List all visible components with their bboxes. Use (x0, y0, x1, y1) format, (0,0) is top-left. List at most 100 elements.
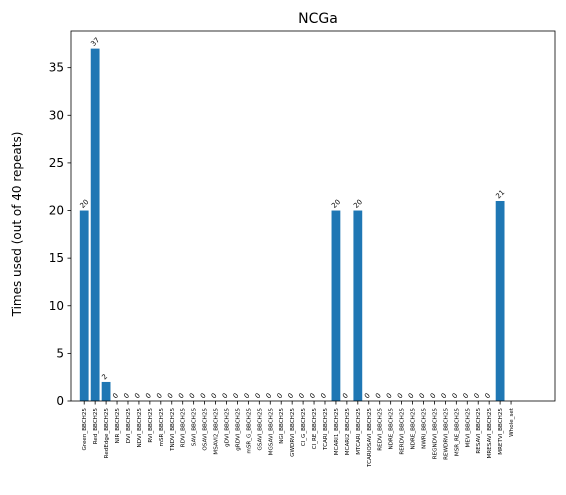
bar-value-label-9: 0 (177, 392, 186, 401)
x-tick-label-26: TCARIOSAVI_BBCH25 (367, 408, 373, 468)
bar-value-label-31: 0 (418, 392, 427, 401)
bar-value-label-4: 0 (122, 392, 131, 401)
x-tick-label-18: NGI_BBCH25 (279, 408, 285, 444)
x-tick-label-15: mSR_G_BBCH25 (246, 408, 252, 454)
bar-value-label-5: 0 (133, 392, 142, 401)
bar-value-label-16: 0 (254, 392, 263, 401)
bar-value-label-11: 0 (199, 392, 208, 401)
bar-value-label-8: 0 (166, 392, 175, 401)
x-tick-label-31: NWRI_BBCH25 (421, 408, 427, 449)
x-tick-label-7: mSR_BBCH25 (159, 408, 165, 447)
y-tick-label-6: 30 (49, 108, 64, 122)
y-tick-label-3: 15 (49, 251, 64, 265)
x-tick-label-11: OSAVI_BBCH25 (203, 408, 209, 451)
x-tick-label-34: MSR_RE_BBCH25 (454, 408, 460, 457)
x-tick-label-37: MRESAVI_BBCH25 (487, 408, 493, 459)
bar-value-label-10: 0 (188, 392, 197, 401)
bar-value-label-24: 0 (341, 392, 350, 401)
x-tick-label-33: REWDRVI_BBCH25 (443, 408, 449, 460)
x-tick-label-36: RESAVI_BBCH25 (476, 408, 482, 454)
bar-value-label-2: 2 (100, 373, 109, 382)
bar-value-label-30: 0 (407, 392, 416, 401)
x-tick-label-4: DVI_BBCH25 (126, 408, 132, 444)
y-axis-label: Times used (out of 40 repeats) (10, 132, 24, 318)
x-tick-label-19: GWDRVI_BBCH25 (290, 408, 296, 457)
bar-38 (495, 201, 505, 401)
chart-title: NCGa (298, 11, 338, 27)
bar-25 (353, 210, 363, 401)
y-tick-label-2: 10 (49, 299, 64, 313)
x-tick-label-21: CI_RE_BBCH25 (312, 408, 318, 450)
x-tick-label-30: NDRE_BBCH25 (411, 408, 417, 450)
bar-0 (79, 210, 89, 401)
x-tick-label-16: GSAVI_BBCH25 (257, 408, 263, 451)
y-tick-label-4: 20 (49, 204, 64, 218)
x-tick-label-39: Whole_set (509, 407, 515, 437)
plot-frame (70, 30, 556, 402)
y-axis-ticks: 0 5 10 15 20 25 30 35 (49, 61, 71, 408)
bar-value-label-26: 0 (363, 392, 372, 401)
x-tick-label-0: Green_BBCH25 (82, 408, 88, 451)
x-tick-label-38: MRETVI_BBCH25 (498, 408, 504, 455)
y-tick-label-5: 25 (49, 156, 64, 170)
bar-value-label-34: 0 (451, 392, 460, 401)
x-tick-label-29: RERDVI_BBCH25 (400, 408, 406, 455)
x-tick-label-32: REGNDVI_BBCH25 (432, 408, 438, 460)
bar-value-label-29: 0 (396, 392, 405, 401)
x-tick-label-22: TCARI_BBCH25 (323, 408, 329, 451)
bar-value-label-1: 37 (89, 36, 101, 48)
bar-value-label-20: 0 (297, 392, 306, 401)
y-tick-label-0: 0 (56, 394, 64, 408)
bar-value-label-32: 0 (429, 392, 438, 401)
x-tick-label-1: Red_BBCH25 (93, 408, 99, 445)
x-tick-label-9: RDVI_BBCH25 (181, 408, 187, 448)
x-tick-label-20: CI_G_BBCH25 (301, 408, 307, 447)
bar-value-label-13: 0 (221, 392, 230, 401)
bar-value-label-17: 0 (265, 392, 274, 401)
bar-value-label-12: 0 (210, 392, 219, 401)
x-tick-label-28: NDRE_BBCH25 (389, 408, 395, 450)
bar-value-label-6: 0 (144, 392, 153, 401)
x-tick-label-35: MEVI_BBCH25 (465, 408, 471, 448)
bar-value-label-36: 0 (472, 392, 481, 401)
x-tick-label-27: REDVI_BBCH25 (378, 408, 384, 451)
bar-value-label-3: 0 (111, 392, 120, 401)
bar-value-label-37: 0 (483, 392, 492, 401)
bar-1 (90, 48, 100, 401)
bar-23 (331, 210, 341, 401)
bar-value-label-15: 0 (243, 392, 252, 401)
x-tick-label-2: RedEdge_BBCH25 (104, 408, 110, 459)
bar-value-label-27: 0 (374, 392, 383, 401)
x-tick-label-3: NIR_BBCH25 (115, 408, 121, 444)
x-tick-label-10: SAVI_BBCH25 (192, 408, 198, 447)
x-tick-label-8: TNDVI_BBCH25 (170, 408, 176, 452)
x-tick-label-14: gRDVI_BBCH25 (235, 408, 241, 451)
x-tick-label-23: MCARI1_BBCH25 (334, 408, 340, 456)
bar-value-label-7: 0 (155, 392, 164, 401)
bar-value-label-35: 0 (462, 392, 471, 401)
bars-layer (79, 48, 505, 401)
x-tick-label-25: MTCARI_BBCH25 (356, 408, 362, 455)
bar-value-label-28: 0 (385, 392, 394, 401)
y-tick-label-7: 35 (49, 61, 64, 75)
bar-value-label-25: 20 (352, 198, 364, 210)
x-tick-label-13: gDVI_BBCH25 (224, 408, 230, 447)
x-tick-label-17: MGSAVI_BBCH25 (268, 408, 274, 456)
bar-value-label-38: 21 (494, 188, 506, 200)
bar-value-label-22: 0 (319, 392, 328, 401)
bar-value-label-23: 20 (330, 198, 342, 210)
x-tick-label-24: MCARI2_BBCH25 (345, 408, 351, 456)
bar-2 (101, 381, 111, 401)
bar-value-label-14: 0 (232, 392, 241, 401)
x-tick-label-6: RVI_BBCH25 (148, 408, 154, 443)
x-axis-ticks: Green_BBCH25 Red_BBCH25 RedEdge_BBCH25 NIR_… (82, 401, 515, 468)
x-tick-label-5: NDVI_BBCH25 (137, 408, 143, 448)
bar-value-label-33: 0 (440, 392, 449, 401)
bar-value-label-21: 0 (308, 392, 317, 401)
bar-value-label-19: 0 (286, 392, 295, 401)
bar-value-label-18: 0 (275, 392, 284, 401)
x-tick-label-12: MSAVI2_BBCH25 (214, 408, 220, 455)
y-tick-label-1: 5 (56, 346, 64, 360)
